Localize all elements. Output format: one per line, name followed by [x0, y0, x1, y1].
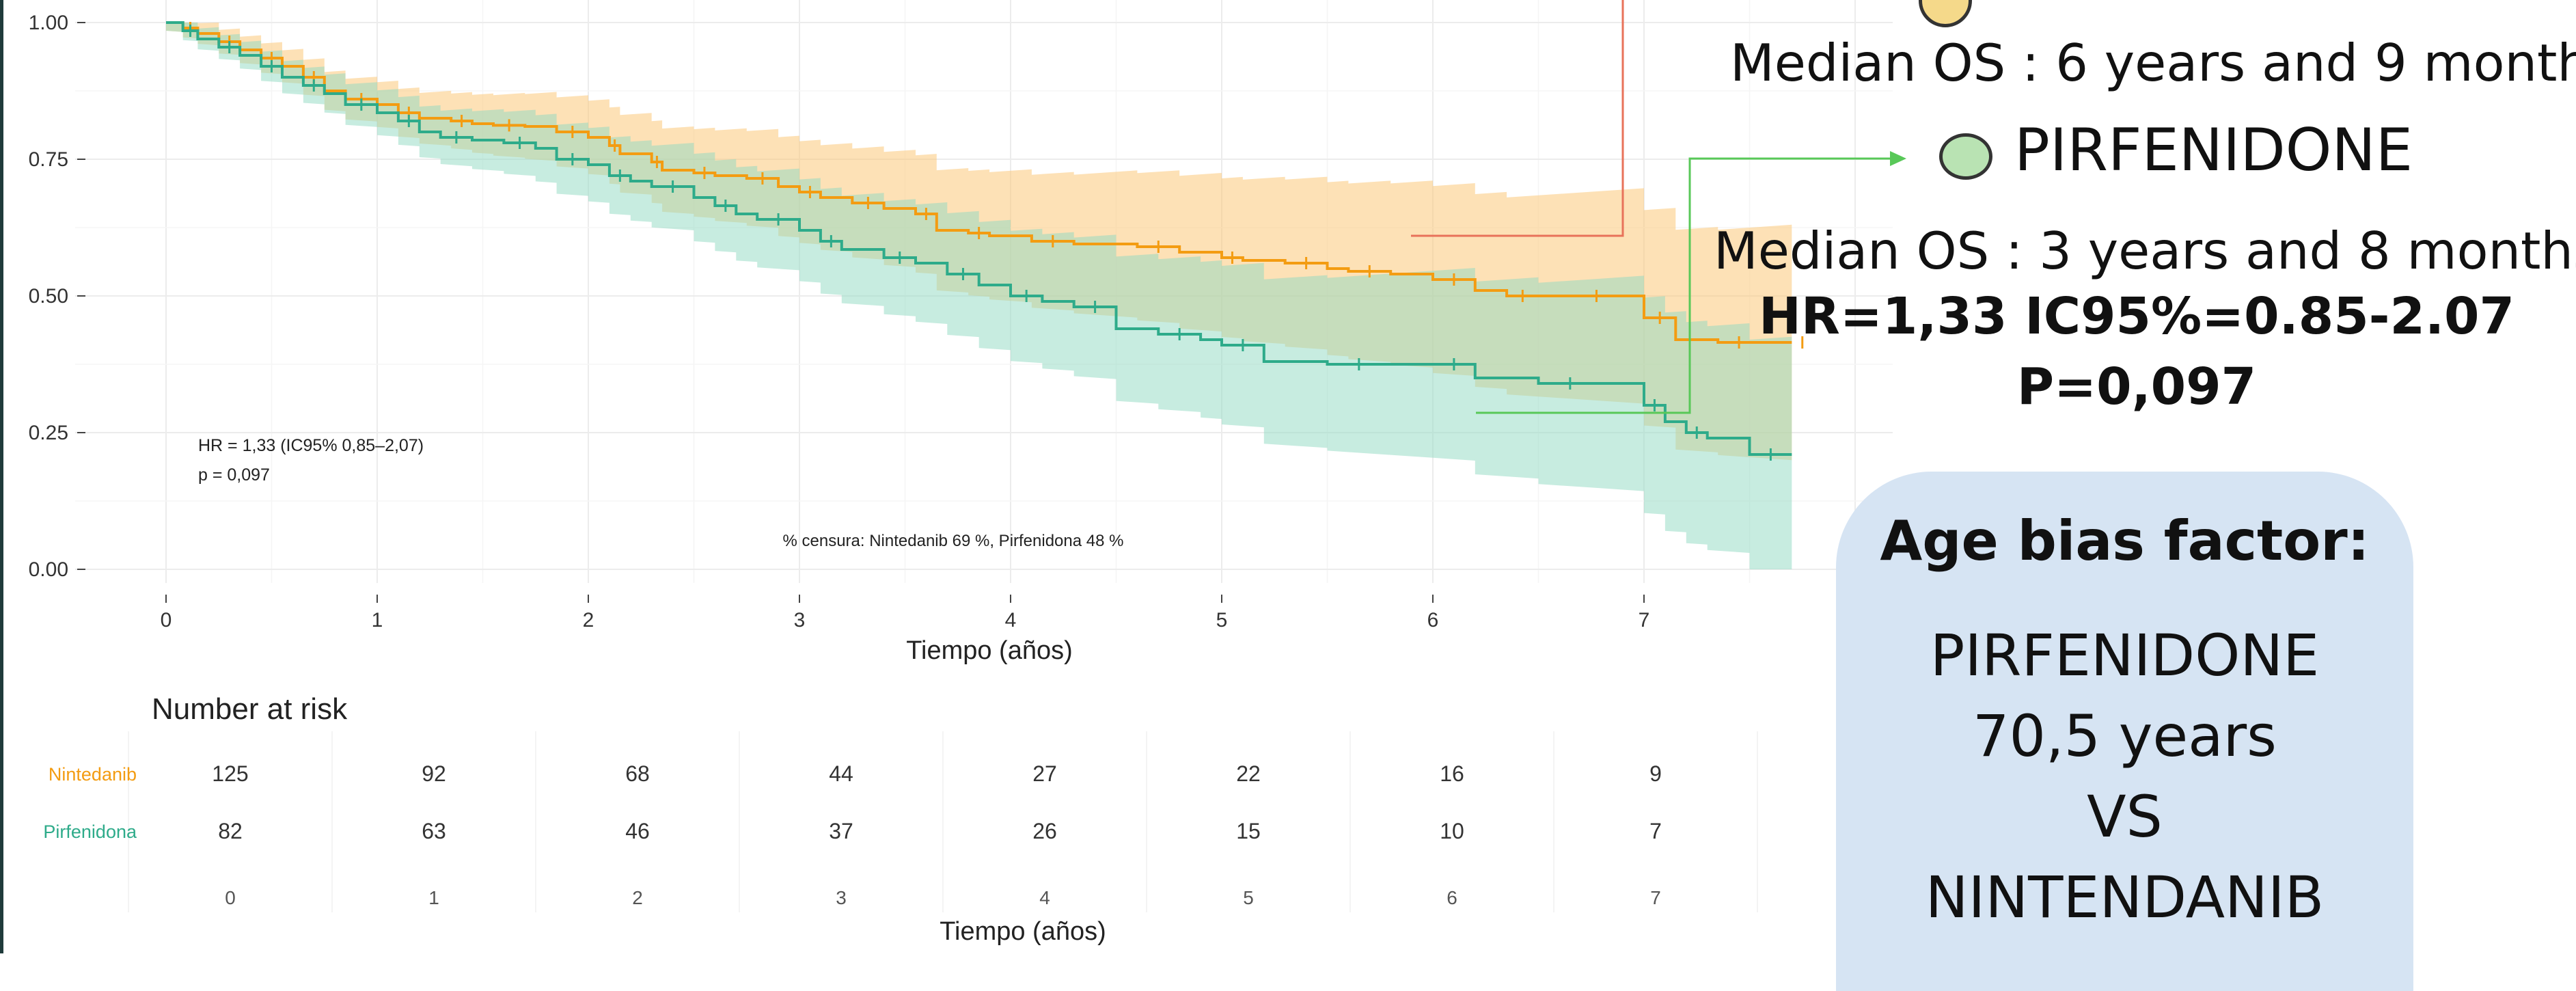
- survival-curves: [166, 21, 1804, 461]
- connector-lines: [1411, 0, 1906, 414]
- age-bias-box: Age bias factor: PIRFENIDONE 70,5 years …: [1836, 472, 2413, 991]
- slide-left-border: [0, 0, 3, 953]
- risk-x-tick-label: 3: [836, 887, 847, 908]
- risk-cell: 46: [625, 819, 650, 843]
- risk-row-label: Nintedanib: [49, 764, 137, 785]
- y-tick-label: 0.25: [29, 422, 68, 444]
- risk-x-tick-label: 5: [1243, 887, 1254, 908]
- risk-cell: 22: [1236, 761, 1261, 786]
- y-tick-label: 0.00: [29, 558, 68, 581]
- x-tick-label: 1: [372, 609, 383, 632]
- x-tick-label: 3: [794, 609, 806, 632]
- risk-table-title: Number at risk: [152, 692, 348, 726]
- hr-summary: HR=1,33 IC95%=0.85-2.07: [1758, 287, 2515, 346]
- p-summary: P=0,097: [2016, 357, 2257, 416]
- risk-x-tick-label: 1: [428, 887, 439, 908]
- risk-x-tick-label: 4: [1039, 887, 1050, 908]
- nintedanib-connector-line: [1411, 0, 1624, 237]
- risk-cell: 125: [212, 761, 248, 786]
- risk-cell: 16: [1440, 761, 1464, 786]
- pirfenidone-arrowhead: [1890, 151, 1906, 166]
- risk-table-x-label: Tiempo (años): [940, 917, 1106, 946]
- risk-cell: 10: [1440, 819, 1464, 843]
- axis-layer: 0.00 0.25 0.50 0.75 1.00 0 1 2 3 4 5 6 7: [29, 12, 1650, 632]
- y-tick-label: 1.00: [29, 12, 68, 34]
- pirfenidone-legend-dot: [1939, 133, 1992, 180]
- median-os-pirfenidone: Median OS : 3 years and 8 months: [1714, 221, 2576, 281]
- age-bias-nintedanib: NINTENDANIB: [1925, 864, 2325, 931]
- age-bias-vs: VS: [2087, 783, 2163, 850]
- x-tick-label: 7: [1639, 609, 1650, 632]
- y-tick-label: 0.50: [29, 285, 68, 308]
- y-tick-label: 0.75: [29, 148, 68, 171]
- x-tick-label: 4: [1005, 609, 1017, 632]
- age-bias-title: Age bias factor:: [1880, 509, 2370, 573]
- risk-cell: 7: [1649, 819, 1662, 843]
- x-tick-label: 6: [1427, 609, 1439, 632]
- x-tick-label: 5: [1216, 609, 1228, 632]
- risk-cell: 82: [218, 819, 243, 843]
- risk-x-tick-label: 6: [1447, 887, 1457, 908]
- age-bias-pirfenidone: PIRFENIDONE: [1930, 622, 2320, 689]
- risk-x-tick-label: 2: [632, 887, 643, 908]
- risk-cell: 9: [1649, 761, 1662, 786]
- x-axis-label: Tiempo (años): [906, 636, 1073, 665]
- risk-x-tick-label: 0: [225, 887, 236, 908]
- risk-cell: 63: [422, 819, 446, 843]
- median-os-nintedanib: Median OS : 6 years and 9 months: [1730, 33, 2576, 93]
- pirfenidone-connector-line: [1476, 157, 1893, 414]
- risk-cell: 15: [1236, 819, 1261, 843]
- risk-cell: 92: [422, 761, 446, 786]
- risk-cell: 27: [1032, 761, 1057, 786]
- x-tick-label: 0: [161, 609, 172, 632]
- hr-annotation: HR = 1,33 (IC95% 0,85–2,07): [198, 436, 424, 455]
- risk-x-tick-label: 7: [1650, 887, 1661, 908]
- risk-cell: 37: [829, 819, 853, 843]
- p-annotation: p = 0,097: [198, 465, 270, 485]
- pirfenidone-label: PIRFENIDONE: [2014, 116, 2413, 185]
- age-bias-pirfenidone-age: 70,5 years: [1973, 703, 2277, 770]
- km-survival-chart: 0.00 0.25 0.50 0.75 1.00 0 1 2 3 4 5 6 7 HR = 1,33 (…: [29, 0, 1906, 946]
- survival-curve: [166, 21, 1792, 456]
- risk-cell: 26: [1032, 819, 1057, 843]
- censoring-annotation: % censura: Nintedanib 69 %, Pirfenidona …: [783, 532, 1124, 550]
- risk-cell: 44: [829, 761, 853, 786]
- x-tick-label: 2: [583, 609, 594, 632]
- risk-row-label: Pirfenidona: [43, 822, 137, 842]
- risk-cell: 68: [625, 761, 650, 786]
